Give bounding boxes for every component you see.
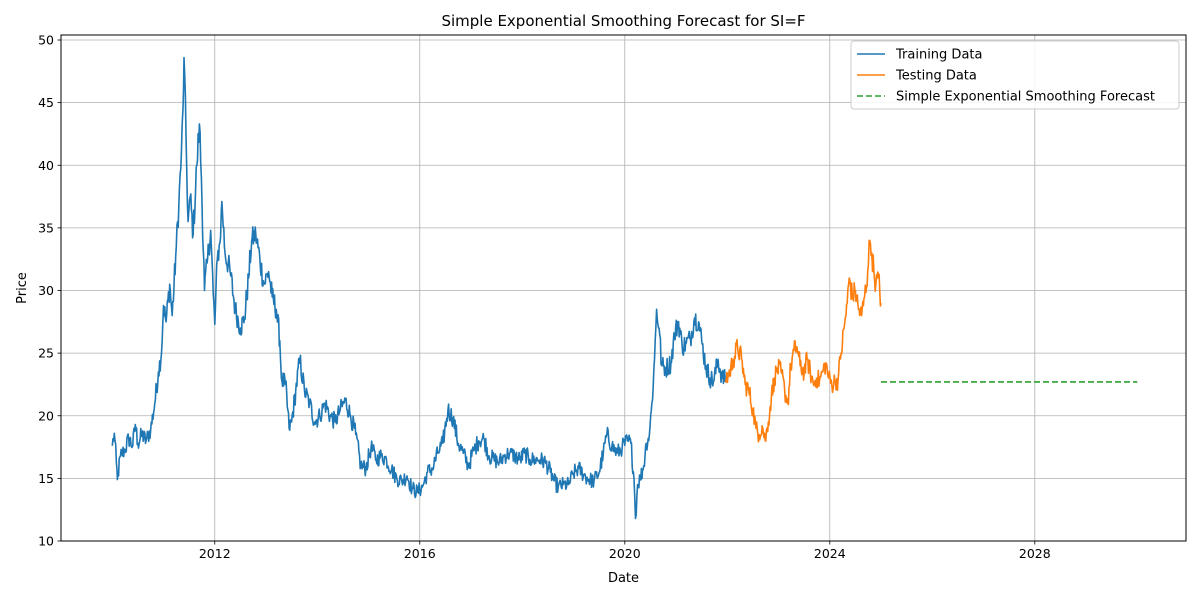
y-tick-label: 50 — [38, 33, 54, 48]
legend: Training Data Testing Data Simple Exponent… — [850, 40, 1180, 110]
axis-ticks: 2012 2016 2020 2024 2028 10 15 20 25 30 35 40 45 50 — [38, 33, 1051, 561]
y-tick-label: 15 — [38, 471, 54, 486]
legend-box — [850, 40, 1180, 110]
x-tick-label: 2028 — [1019, 546, 1051, 561]
y-tick-label: 25 — [38, 346, 54, 361]
x-tick-label: 2024 — [814, 546, 846, 561]
y-axis-label: Price — [15, 272, 30, 304]
x-tick-label: 2020 — [609, 546, 641, 561]
y-tick-label: 45 — [38, 95, 54, 110]
y-tick-label: 40 — [38, 158, 54, 173]
series-line-0 — [111, 56, 727, 520]
x-tick-label: 2012 — [199, 546, 231, 561]
series-line-1 — [724, 239, 882, 443]
x-axis-label: Date — [608, 571, 639, 586]
chart-title: Simple Exponential Smoothing Forecast fo… — [441, 12, 805, 30]
legend-label-1: Testing Data — [895, 69, 977, 84]
plot-series — [111, 56, 1138, 520]
y-tick-label: 30 — [38, 283, 54, 298]
plot-frame — [60, 34, 1187, 542]
x-tick-label: 2016 — [404, 546, 436, 561]
legend-label-0: Training Data — [895, 48, 982, 63]
y-tick-label: 20 — [38, 408, 54, 423]
grid-lines — [61, 35, 1186, 542]
y-tick-label: 10 — [38, 534, 54, 549]
y-tick-label: 35 — [38, 220, 54, 235]
legend-label-2: Simple Exponential Smoothing Forecast — [896, 90, 1155, 105]
